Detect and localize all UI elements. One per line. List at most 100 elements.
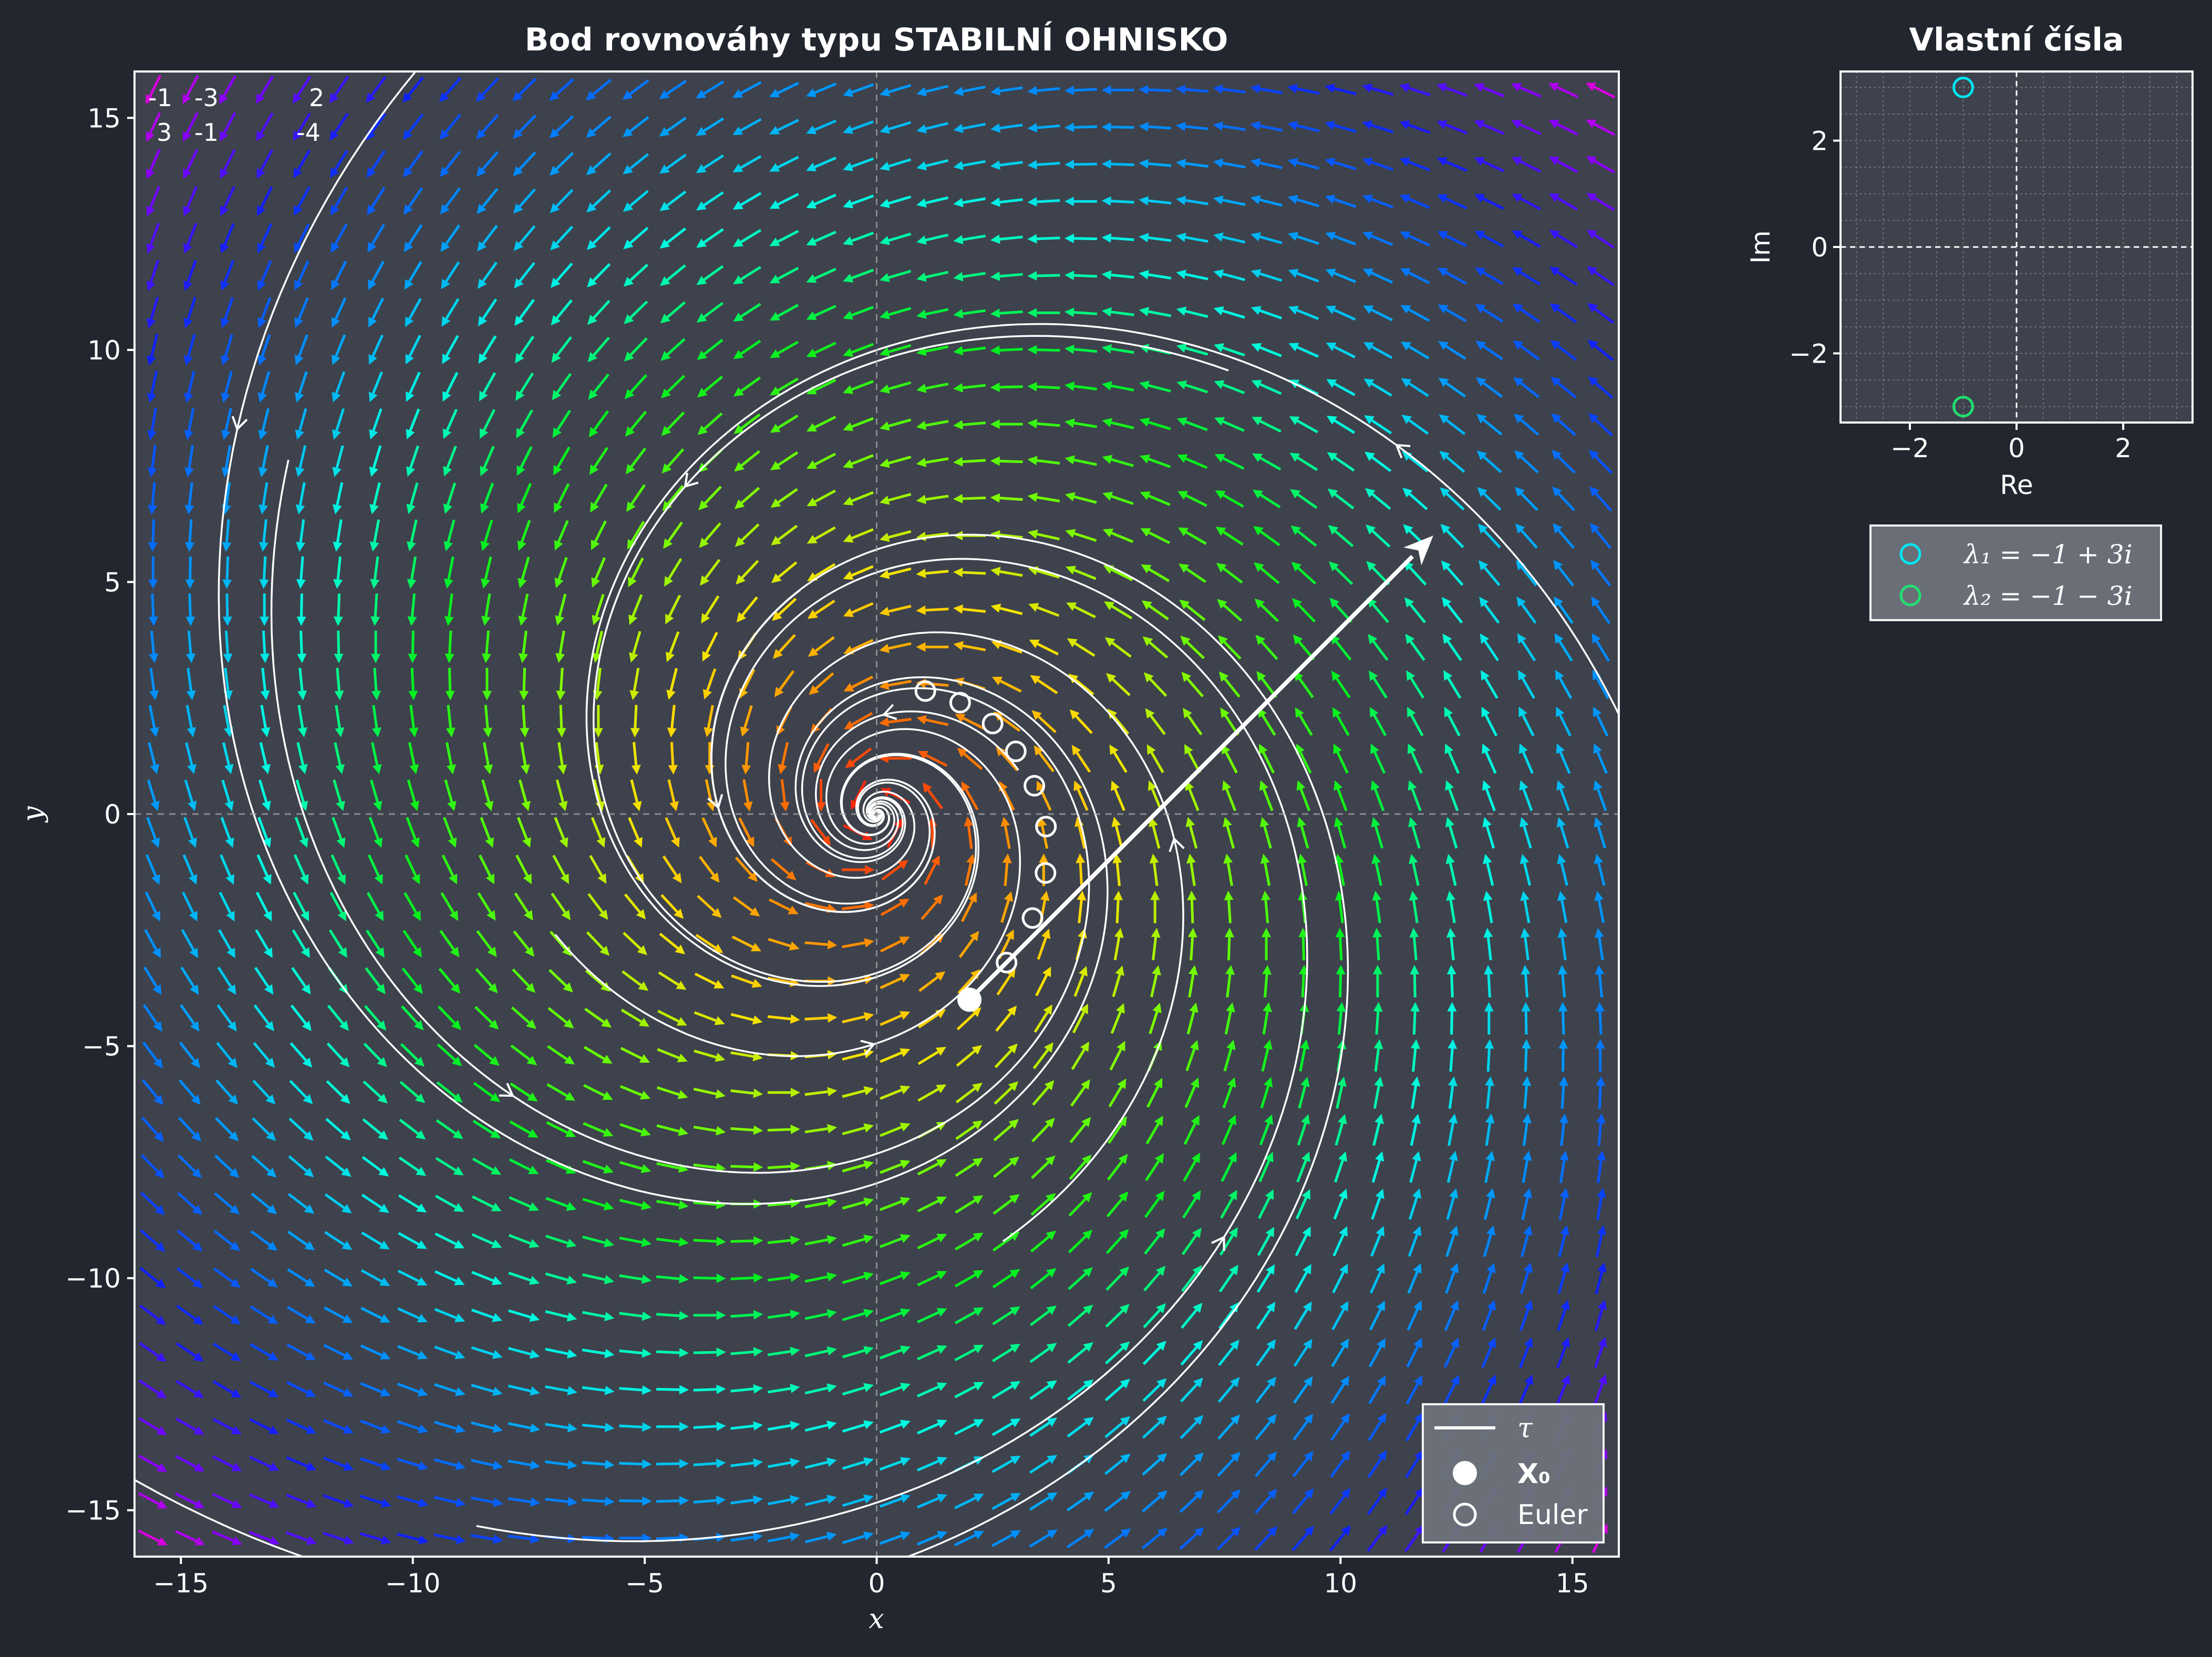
vector-arrow-head: [416, 1240, 427, 1249]
vector-arrow: [816, 779, 826, 812]
vector-arrow-shaft: [1069, 1160, 1087, 1180]
vector-arrow-head: [188, 800, 197, 811]
vector-arrow-head: [679, 1311, 689, 1321]
vector-arrow-shaft: [962, 571, 986, 575]
vector-arrow-shaft: [508, 1271, 531, 1282]
vector-arrow: [213, 1230, 240, 1251]
vector-arrow-shaft: [918, 1013, 939, 1028]
vector-arrow-head: [1414, 1525, 1424, 1536]
vector-arrow-shaft: [405, 854, 417, 877]
vector-arrow-head: [487, 946, 497, 958]
vector-arrow: [767, 1014, 800, 1024]
vector-arrow: [1256, 1264, 1275, 1293]
vector-arrow-shaft: [656, 1387, 680, 1391]
vector-arrow-head: [936, 1308, 947, 1317]
vector-arrow-shaft: [916, 1459, 939, 1471]
vector-arrow-shaft: [1482, 1308, 1493, 1331]
vector-arrow: [991, 1418, 1021, 1436]
vector-arrow-head: [528, 1202, 539, 1211]
vector-arrow: [1484, 1002, 1494, 1035]
vector-arrow-head: [1414, 1450, 1423, 1461]
vector-arrow-head: [1445, 780, 1454, 791]
vector-arrow-shaft: [1216, 1532, 1235, 1551]
vector-arrow-shaft: [730, 1165, 754, 1169]
vector-arrow-shaft: [1180, 1346, 1198, 1366]
vector-arrow-shaft: [438, 968, 456, 987]
vector-arrow-shaft: [582, 1349, 606, 1355]
vector-arrow-shaft: [1369, 1309, 1382, 1331]
vector-arrow: [960, 892, 977, 922]
vector-arrow: [288, 1117, 314, 1141]
vector-arrow-head: [973, 1344, 984, 1354]
vector-arrow-shaft: [880, 902, 902, 917]
vector-arrow-shaft: [1448, 1123, 1454, 1146]
vector-arrow-shaft: [512, 968, 530, 987]
vector-arrow: [361, 1193, 389, 1213]
vector-arrow-shaft: [366, 892, 380, 914]
vector-arrow-head: [1157, 1490, 1167, 1500]
vector-arrow-shaft: [545, 1498, 568, 1503]
vector-arrow-head: [1119, 1266, 1130, 1277]
vector-arrow-head: [1596, 1113, 1606, 1124]
vector-arrow-head: [194, 1537, 205, 1546]
vector-arrow-shaft: [804, 1535, 828, 1543]
vector-arrow: [545, 1347, 577, 1358]
vector-arrow-head: [557, 764, 567, 775]
vector-arrow-shaft: [730, 1051, 754, 1058]
vector-arrow-shaft: [1067, 1496, 1088, 1511]
vector-arrow-head: [567, 1349, 577, 1358]
vector-arrow-head: [900, 1234, 911, 1243]
vector-arrow-head: [1009, 1156, 1019, 1167]
vector-arrow-head: [789, 941, 800, 951]
vector-arrow-shaft: [582, 1386, 606, 1392]
vector-arrow: [1107, 1154, 1128, 1181]
vector-arrow-shaft: [583, 1122, 605, 1134]
vector-arrow-shaft: [185, 742, 193, 766]
vector-arrow: [435, 1232, 465, 1249]
vector-arrow-head: [1593, 743, 1602, 754]
vector-arrow-head: [1558, 965, 1567, 975]
vector-arrow-head: [306, 1462, 317, 1471]
vector-arrow-head: [412, 946, 422, 958]
vector-arrow-head: [339, 1020, 349, 1031]
vector-arrow-shaft: [1449, 900, 1456, 923]
vector-arrow-head: [1263, 1040, 1273, 1050]
vector-arrow-shaft: [253, 1042, 270, 1062]
vector-arrow-shaft: [545, 1385, 568, 1392]
vector-arrow-head: [674, 909, 684, 919]
vector-arrow: [371, 705, 381, 738]
vector-arrow-head: [1259, 817, 1269, 828]
vector-arrow-head: [1521, 965, 1531, 975]
vector-arrow-head: [263, 874, 272, 885]
vector-arrow-shaft: [471, 1421, 494, 1430]
vector-arrow-head: [1150, 890, 1160, 900]
vector-arrow: [730, 1532, 763, 1542]
vector-arrow-head: [410, 800, 419, 811]
vector-arrow-shaft: [1372, 1123, 1381, 1146]
vector-arrow-shaft: [1329, 1495, 1346, 1515]
vector-arrow: [397, 1270, 428, 1285]
vector-arrow: [221, 779, 234, 811]
vector-arrow-head: [966, 853, 976, 864]
vector-arrow-shaft: [434, 1345, 457, 1356]
vector-arrow-head: [1226, 1040, 1236, 1051]
vector-arrow: [619, 1496, 652, 1506]
vector-arrow-shaft: [699, 856, 715, 876]
vector-arrow-head: [193, 1426, 204, 1435]
vector-arrow-shaft: [1561, 974, 1566, 998]
vector-arrow: [287, 1268, 315, 1287]
vector-arrow-shaft: [515, 855, 529, 877]
vector-arrow-head: [231, 1463, 242, 1471]
vector-arrow-shaft: [402, 930, 418, 951]
vector-arrow-head: [1189, 1002, 1198, 1013]
vector-arrow: [212, 1417, 242, 1435]
vector-arrow-shaft: [286, 1418, 308, 1431]
vector-arrow-shaft: [917, 1274, 939, 1287]
vector-arrow-shaft: [508, 1422, 531, 1429]
vector-arrow: [545, 1234, 577, 1248]
vector-arrow: [359, 1532, 391, 1545]
vector-arrow-shaft: [1254, 1532, 1272, 1551]
vector-arrow: [1483, 891, 1493, 923]
vector-arrow: [1593, 743, 1608, 774]
vector-arrow: [842, 864, 875, 874]
